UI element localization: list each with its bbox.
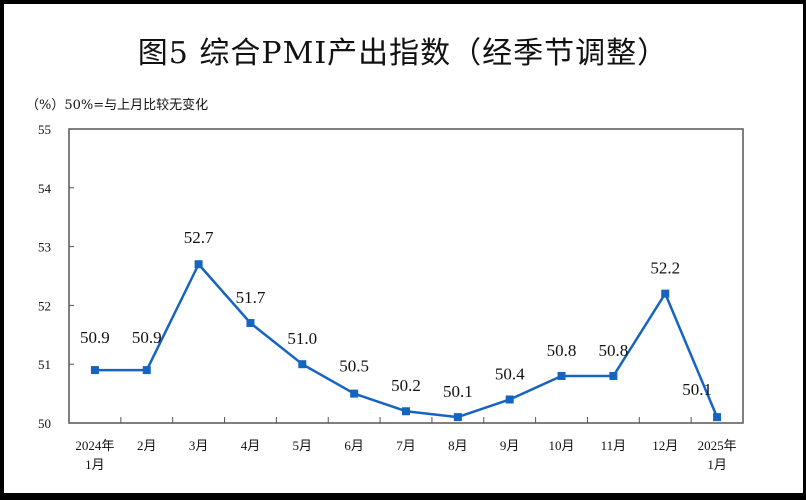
x-tick-label: 2月 [137,438,157,453]
data-label: 50.9 [132,328,162,347]
x-tick-label: 7月 [396,438,416,453]
x-tick-label: 3月 [189,438,209,453]
data-point-marker [661,289,670,298]
data-point-marker [453,413,462,422]
data-point-marker [298,360,307,369]
data-point-marker [713,413,722,422]
data-label: 50.4 [495,364,525,383]
x-tick-label: 6月 [344,438,364,453]
y-tick-label: 55 [38,122,51,137]
data-label: 50.1 [443,382,473,401]
data-point-marker [609,371,618,380]
x-tick-label: 5月 [293,438,313,453]
data-label: 52.7 [184,228,214,247]
x-tick-label: 2024年 [75,438,114,453]
data-label: 50.8 [547,341,577,360]
y-tick-label: 54 [38,181,52,196]
y-tick-label: 50 [38,416,51,431]
x-tick-label: 12月 [652,438,678,453]
y-tick-label: 53 [38,240,51,255]
plot-area [68,128,744,424]
data-label: 50.1 [682,380,712,399]
data-label: 50.5 [339,357,369,376]
data-label: 50.8 [599,341,629,360]
data-label: 51.7 [236,288,266,307]
data-label: 50.2 [391,376,421,395]
data-point-marker [505,395,514,404]
data-label: 51.0 [287,329,317,348]
data-point-marker [142,366,151,375]
x-tick-label: 11月 [601,438,627,453]
data-point-marker [246,319,255,328]
x-tick-label: 8月 [448,438,468,453]
x-tick-label: 1月 [707,457,727,472]
data-label: 50.9 [80,328,110,347]
data-point-marker [194,260,203,269]
data-point-marker [402,407,410,416]
chart-title: 图5 综合PMI产出指数（经季节调整） [137,36,669,71]
y-tick-label: 51 [38,357,51,372]
x-tick-label: 4月 [241,438,261,453]
data-point-marker [350,389,359,398]
y-tick-label: 52 [38,298,51,313]
unit-note: （%）50%=与上月比较无变化 [26,98,209,113]
data-point-marker [557,371,566,380]
x-tick-label: 9月 [500,438,520,453]
data-point-marker [90,366,99,375]
x-tick-label: 2025年 [698,438,737,453]
x-tick-label: 10月 [549,438,575,453]
x-tick-label: 1月 [85,457,105,472]
data-label: 52.2 [650,259,680,278]
